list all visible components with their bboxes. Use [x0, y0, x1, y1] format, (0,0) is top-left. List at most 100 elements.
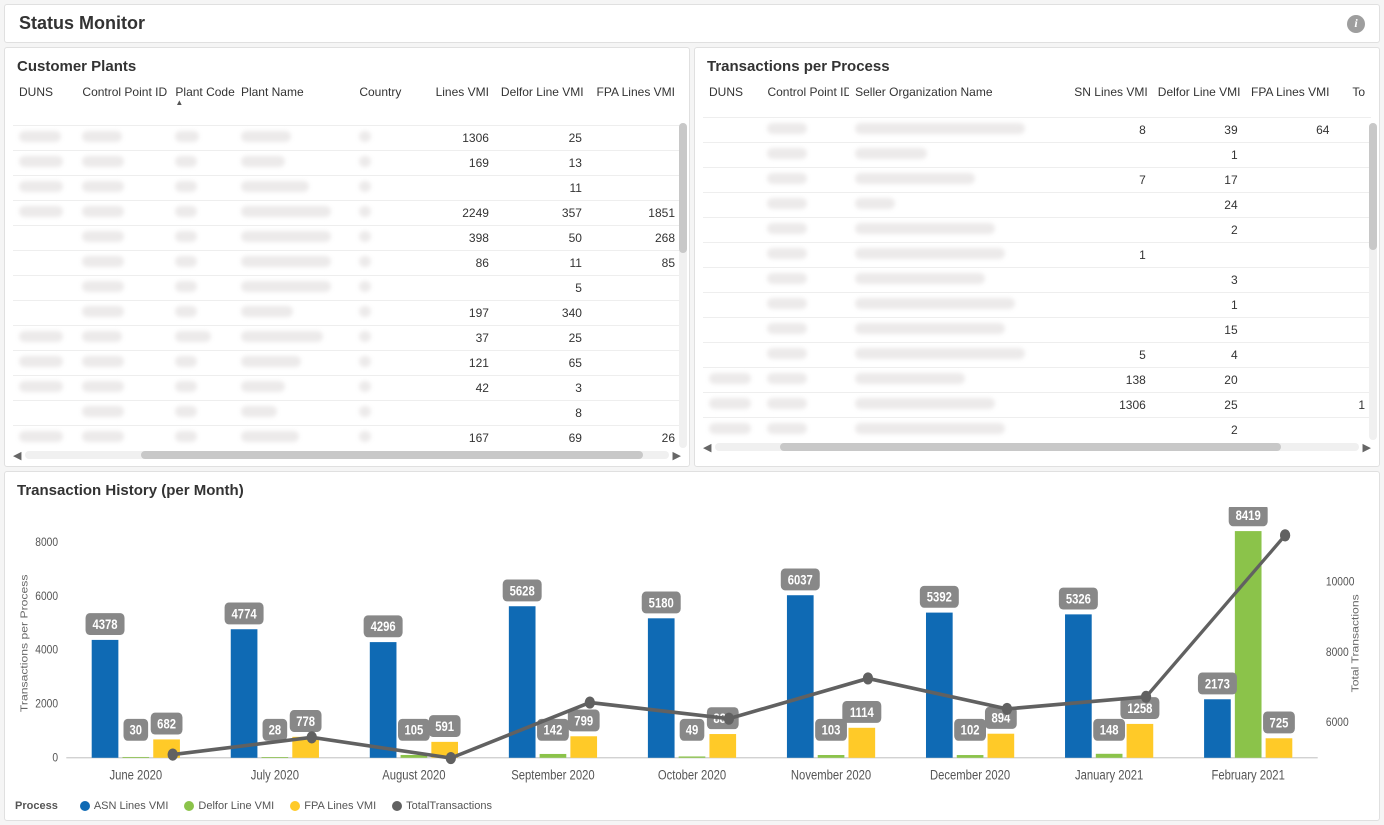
data-label: 5326	[1059, 588, 1098, 610]
table-cell	[13, 176, 76, 201]
column-header[interactable]: SN Lines VMI	[1068, 79, 1152, 118]
svg-text:103: 103	[822, 723, 841, 738]
svg-text:8000: 8000	[35, 536, 58, 549]
table-cell	[235, 301, 353, 326]
table-row[interactable]: 54	[703, 343, 1371, 368]
table-row[interactable]: 22493571851	[13, 201, 681, 226]
column-header[interactable]: FPA Lines VMI	[1244, 79, 1336, 118]
legend-item[interactable]: Delfor Line VMI	[184, 800, 274, 812]
bar	[1204, 699, 1231, 758]
table-cell: 85	[588, 251, 681, 276]
table-cell	[235, 151, 353, 176]
table-cell: 1	[1335, 393, 1371, 418]
column-header[interactable]: Control Point ID	[76, 79, 169, 126]
table-row[interactable]: 3725	[13, 326, 681, 351]
table-row[interactable]: 1676926	[13, 426, 681, 451]
table-cell	[849, 268, 1068, 293]
bar	[92, 640, 119, 758]
data-label: 682	[151, 713, 183, 735]
svg-text:February 2021: February 2021	[1212, 768, 1285, 783]
column-header[interactable]: DUNS	[703, 79, 761, 118]
table-row[interactable]: 1	[703, 143, 1371, 168]
table-cell	[169, 301, 235, 326]
table-row[interactable]: 130625	[13, 126, 681, 151]
scroll-left-icon[interactable]: ◀	[703, 441, 711, 454]
table-row[interactable]: 1306251	[703, 393, 1371, 418]
svg-text:49: 49	[686, 723, 699, 738]
table-cell	[76, 176, 169, 201]
svg-text:December 2020: December 2020	[930, 768, 1010, 783]
scroll-right-icon[interactable]: ▶	[673, 449, 681, 462]
table-cell	[1335, 168, 1371, 193]
horizontal-scrollbar[interactable]: ◀ ▶	[5, 450, 689, 466]
table-row[interactable]: 5	[13, 276, 681, 301]
column-header[interactable]: Delfor Line VMI	[495, 79, 588, 126]
table-cell	[849, 293, 1068, 318]
column-header[interactable]: Country	[353, 79, 410, 126]
legend-item[interactable]: FPA Lines VMI	[290, 800, 376, 812]
table-row[interactable]: 12165	[13, 351, 681, 376]
bar	[570, 736, 597, 758]
scroll-right-icon[interactable]: ▶	[1363, 441, 1371, 454]
table-row[interactable]: 16913	[13, 151, 681, 176]
table-cell	[703, 143, 761, 168]
legend-item[interactable]: TotalTransactions	[392, 800, 492, 812]
table-cell	[353, 251, 410, 276]
info-icon[interactable]: i	[1347, 15, 1365, 33]
scroll-left-icon[interactable]: ◀	[13, 449, 21, 462]
column-header[interactable]: To	[1335, 79, 1371, 118]
table-cell	[588, 176, 681, 201]
table-row[interactable]: 1	[703, 293, 1371, 318]
svg-text:6000: 6000	[35, 590, 58, 603]
table-cell	[761, 193, 849, 218]
table-row[interactable]: 861185	[13, 251, 681, 276]
table-row[interactable]: 24	[703, 193, 1371, 218]
table-row[interactable]: 13820	[703, 368, 1371, 393]
vertical-scrollbar[interactable]	[1369, 123, 1377, 440]
table-cell	[1244, 193, 1336, 218]
table-cell: 13	[495, 151, 588, 176]
table-row[interactable]: 39850268	[13, 226, 681, 251]
transaction-history-title: Transaction History (per Month)	[5, 472, 1379, 503]
horizontal-scrollbar[interactable]: ◀ ▶	[695, 442, 1379, 458]
table-cell	[1335, 418, 1371, 443]
table-row[interactable]: 2	[703, 218, 1371, 243]
table-row[interactable]: 717	[703, 168, 1371, 193]
column-header[interactable]: FPA Lines VMI	[588, 79, 681, 126]
table-row[interactable]: 1	[703, 243, 1371, 268]
table-cell	[1244, 318, 1336, 343]
table-row[interactable]: 15	[703, 318, 1371, 343]
legend-item[interactable]: ASN Lines VMI	[80, 800, 169, 812]
column-header[interactable]: Delfor Line VMI	[1152, 79, 1244, 118]
column-header[interactable]: Plant Name	[235, 79, 353, 126]
table-cell	[13, 351, 76, 376]
vertical-scrollbar[interactable]	[679, 123, 687, 448]
table-cell	[13, 151, 76, 176]
table-cell	[410, 176, 495, 201]
column-header[interactable]: Seller Organization Name	[849, 79, 1068, 118]
table-cell: 1	[1152, 293, 1244, 318]
column-header[interactable]: Control Point ID	[761, 79, 849, 118]
table-row[interactable]: 11	[13, 176, 681, 201]
column-header[interactable]: DUNS	[13, 79, 76, 126]
svg-text:725: 725	[1270, 715, 1289, 730]
table-row[interactable]: 83964	[703, 118, 1371, 143]
table-cell	[13, 426, 76, 451]
table-cell: 5	[495, 276, 588, 301]
table-cell	[1068, 418, 1152, 443]
table-cell: 25	[1152, 393, 1244, 418]
column-header[interactable]: Plant Code▲	[169, 79, 235, 126]
table-cell	[76, 301, 169, 326]
table-cell: 3	[495, 376, 588, 401]
table-cell	[849, 218, 1068, 243]
table-cell	[761, 218, 849, 243]
line-marker	[863, 672, 873, 684]
table-row[interactable]: 423	[13, 376, 681, 401]
column-header[interactable]: Lines VMI	[410, 79, 495, 126]
table-row[interactable]: 8	[13, 401, 681, 426]
table-row[interactable]: 2	[703, 418, 1371, 443]
table-row[interactable]: 197340	[13, 301, 681, 326]
table-row[interactable]: 3	[703, 268, 1371, 293]
table-cell	[76, 401, 169, 426]
table-cell	[1244, 243, 1336, 268]
